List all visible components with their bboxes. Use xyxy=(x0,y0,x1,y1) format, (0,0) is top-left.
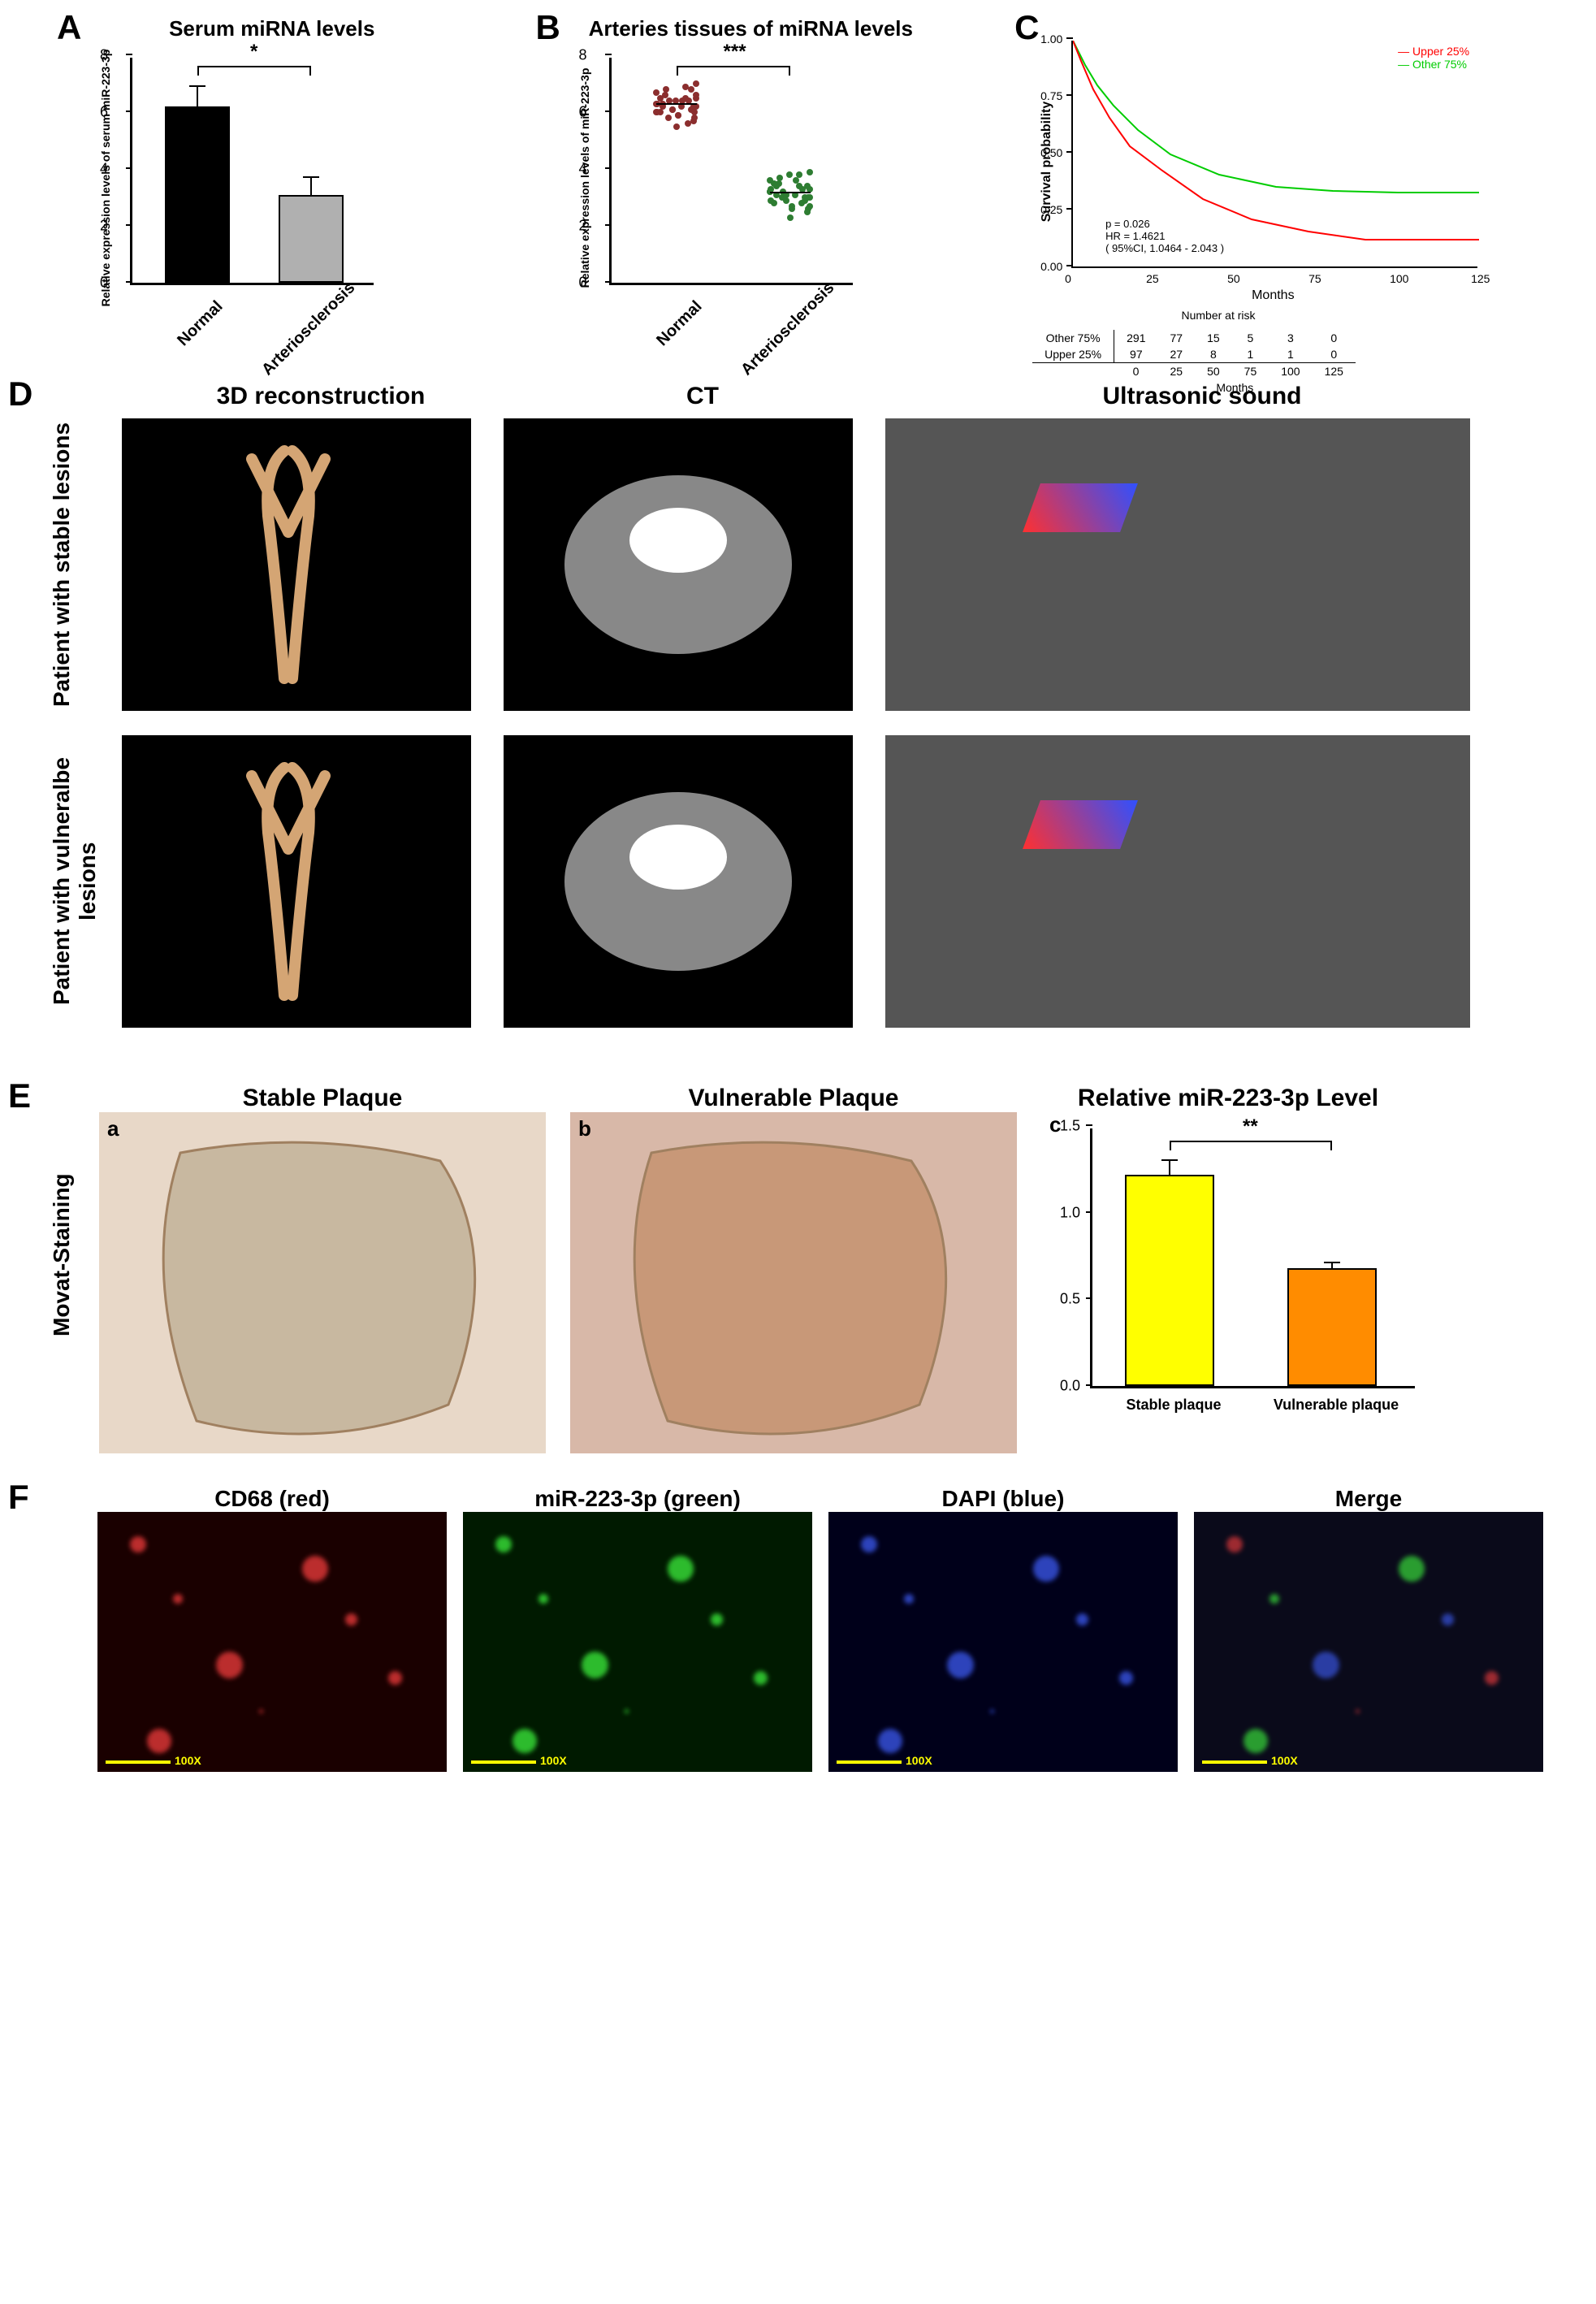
fluorescence-image: 100X xyxy=(1194,1512,1543,1772)
fluorescence-image: 100X xyxy=(828,1512,1178,1772)
medical-image xyxy=(504,735,853,1028)
scatter-point xyxy=(665,115,672,121)
e-row-label: Movat-Staining xyxy=(49,1085,75,1426)
panel-a-title: Serum miRNA levels xyxy=(65,16,479,41)
row-e: E Movat-StainingStable PlaqueaVulnerable… xyxy=(16,1085,1580,1453)
bar-arteriosclerosis xyxy=(279,195,344,284)
panel-e-label: E xyxy=(8,1076,31,1115)
panel-b: B Arteries tissues of miRNA levels Relat… xyxy=(544,16,958,285)
row-f: F CD68 (red)100XmiR-223-3p (green)100XDA… xyxy=(16,1486,1580,1772)
scatter-point xyxy=(688,86,694,93)
f-col-header: CD68 (red) xyxy=(97,1486,447,1512)
scatter-point xyxy=(771,180,777,187)
f-col-header: Merge xyxy=(1194,1486,1543,1512)
scatter-point xyxy=(776,175,783,181)
medical-image xyxy=(885,735,1470,1028)
figure-container: A Serum miRNA levels Relative expression… xyxy=(0,0,1596,1812)
medical-image xyxy=(122,418,471,711)
panel-a: A Serum miRNA levels Relative expression… xyxy=(65,16,479,285)
histology-image: b xyxy=(570,1112,1017,1453)
fluorescence-image: 100X xyxy=(97,1512,447,1772)
scatter-point xyxy=(793,177,799,184)
panel-b-label: B xyxy=(536,8,560,47)
scatter-point xyxy=(805,194,811,201)
medical-image xyxy=(885,418,1470,711)
scatter-point xyxy=(807,203,813,210)
d-col-header: CT xyxy=(528,383,877,410)
f-col-header: miR-223-3p (green) xyxy=(463,1486,812,1512)
f-col-header: DAPI (blue) xyxy=(828,1486,1178,1512)
scatter-point xyxy=(657,95,664,102)
bar xyxy=(1287,1268,1377,1386)
scatter-point xyxy=(685,120,691,127)
scatter-point xyxy=(768,197,774,204)
scatter-point xyxy=(693,80,699,87)
panel-a-ylabel: Relative expression levels of serum miR-… xyxy=(99,50,112,307)
scatter-point xyxy=(675,112,681,119)
scatter-point xyxy=(691,109,698,115)
panel-e-content: Movat-Staining Stable Plaquea Vulnerable P… xyxy=(49,1085,1580,1453)
scatter-point xyxy=(789,206,795,212)
e-col-header: Stable Plaque xyxy=(99,1085,546,1112)
bar-normal xyxy=(165,106,230,283)
e-col-header: Vulnerable Plaque xyxy=(570,1085,1017,1112)
panel-d: D 3D reconstructionCTUltrasonic sound Pa… xyxy=(16,383,1580,1052)
panel-a-label: A xyxy=(57,8,81,47)
panel-c: C Survival probability 0.000.250.500.751… xyxy=(1023,16,1580,268)
panel-d-headers: 3D reconstruction CT Ultrasonic sound xyxy=(146,383,1494,410)
panel-f: F CD68 (red)100XmiR-223-3p (green)100XDA… xyxy=(16,1486,1580,1772)
panel-e: E Movat-StainingStable PlaqueaVulnerable… xyxy=(16,1085,1580,1453)
scatter-point xyxy=(673,123,680,130)
scatter-point xyxy=(796,183,802,189)
e-chart-title: Relative miR-223-3p Level xyxy=(1041,1085,1415,1112)
legend-item: — Other 75% xyxy=(1398,58,1469,71)
fluorescence-image: 100X xyxy=(463,1512,812,1772)
scatter-point xyxy=(804,183,811,189)
panel-b-ylabel: Relative expression levels of miR-223-3p xyxy=(578,68,591,288)
panel-f-content: CD68 (red)100XmiR-223-3p (green)100XDAPI… xyxy=(97,1486,1580,1772)
d-col-header: 3D reconstruction xyxy=(146,383,495,410)
panel-d-label: D xyxy=(8,375,32,414)
panel-a-chart: 02468NormalArteriosclerosis* xyxy=(130,58,374,285)
scatter-point xyxy=(693,92,699,98)
panel-c-chart: 0.000.250.500.751.000255075100125Months—… xyxy=(1071,41,1477,268)
d-row-label: Patient with vulneralbe lesions xyxy=(49,735,89,1028)
scatter-point xyxy=(669,106,676,113)
bar xyxy=(1125,1175,1214,1386)
histology-image: a xyxy=(99,1112,546,1453)
panel-d-grid: Patient with stable lesions Patient with … xyxy=(49,418,1580,1028)
d-row-label: Patient with stable lesions xyxy=(49,418,89,711)
medical-image xyxy=(122,735,471,1028)
scatter-point xyxy=(663,86,669,93)
row-abc: A Serum miRNA levels Relative expression… xyxy=(16,16,1580,285)
d-col-header: Ultrasonic sound xyxy=(910,383,1494,410)
scatter-point xyxy=(786,171,793,178)
panel-b-title: Arteries tissues of miRNA levels xyxy=(544,16,958,41)
scatter-point xyxy=(787,214,794,221)
scatter-point xyxy=(807,169,813,175)
medical-image xyxy=(504,418,853,711)
scatter-point xyxy=(653,109,660,115)
row-d: D 3D reconstructionCTUltrasonic sound Pa… xyxy=(16,383,1580,1052)
panel-f-label: F xyxy=(8,1478,29,1517)
legend-item: — Upper 25% xyxy=(1398,45,1469,58)
panel-b-chart: 02468NormalArteriosclerosis*** xyxy=(609,58,853,285)
scatter-point xyxy=(691,115,698,121)
panel-c-label: C xyxy=(1014,8,1039,47)
